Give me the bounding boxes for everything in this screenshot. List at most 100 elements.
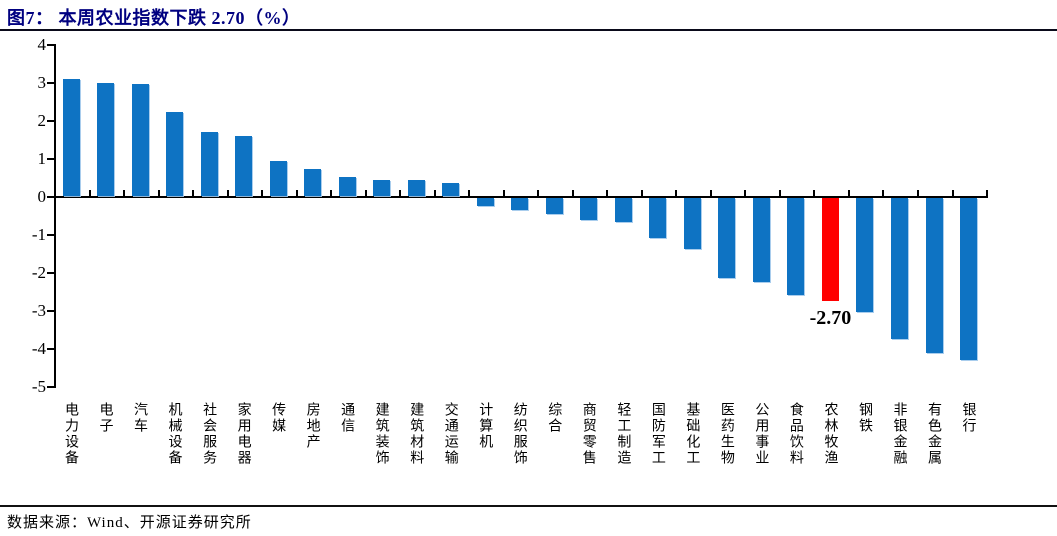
x-axis-tick bbox=[157, 190, 160, 196]
bar bbox=[890, 198, 908, 340]
bar bbox=[235, 135, 253, 196]
x-axis-tick bbox=[882, 190, 885, 196]
y-axis-tick-label: 3 bbox=[37, 73, 47, 92]
y-axis-tick bbox=[47, 196, 54, 198]
bar bbox=[442, 182, 460, 196]
x-axis-tick bbox=[226, 190, 229, 196]
category-label: 家用电器 bbox=[235, 402, 251, 466]
x-axis-tick bbox=[123, 190, 126, 196]
bar bbox=[97, 82, 115, 196]
category-label: 建筑材料 bbox=[408, 402, 424, 466]
category-label: 电子 bbox=[97, 402, 113, 434]
category-label: 国防军工 bbox=[649, 402, 665, 466]
x-axis-tick bbox=[778, 190, 781, 196]
y-axis-tick bbox=[47, 234, 54, 236]
y-axis-tick bbox=[47, 348, 54, 350]
category-label: 纺织服饰 bbox=[511, 402, 527, 466]
y-axis-tick-label: -3 bbox=[31, 301, 46, 320]
bar bbox=[580, 198, 598, 220]
y-axis-tick-label: -1 bbox=[31, 225, 46, 244]
bar bbox=[683, 198, 701, 250]
bar bbox=[62, 78, 80, 196]
y-axis-tick-label: 1 bbox=[37, 149, 47, 168]
x-axis-tick bbox=[640, 190, 643, 196]
bar-chart: 4 3 2 1 0 -1 -2 -3 -4 -5 -2.70 bbox=[32, 36, 989, 395]
x-axis-tick bbox=[813, 190, 816, 196]
bar bbox=[752, 198, 770, 282]
bar bbox=[304, 169, 322, 196]
footer-divider bbox=[0, 505, 1057, 507]
x-axis-tick bbox=[675, 190, 678, 196]
category-label: 汽车 bbox=[132, 402, 148, 434]
y-axis-tick-label: 0 bbox=[37, 187, 47, 206]
y-axis-tick-label: -4 bbox=[31, 339, 46, 358]
category-label: 机械设备 bbox=[166, 402, 182, 466]
bar bbox=[856, 198, 874, 312]
x-axis-tick bbox=[399, 190, 402, 196]
bar bbox=[718, 198, 736, 278]
category-label: 有色金属 bbox=[926, 402, 941, 466]
x-axis-tick bbox=[986, 190, 989, 196]
x-axis-tick bbox=[88, 190, 91, 196]
category-label: 钢铁 bbox=[856, 402, 872, 434]
title-underline bbox=[0, 29, 1057, 31]
y-axis-tick bbox=[47, 386, 54, 388]
bar bbox=[960, 198, 978, 360]
bar bbox=[649, 198, 667, 238]
category-label: 建筑装饰 bbox=[373, 402, 389, 466]
x-axis-tick bbox=[709, 190, 712, 196]
x-axis-tick bbox=[606, 190, 609, 196]
category-label: 农林牧渔 bbox=[822, 402, 838, 466]
category-label: 医药生物 bbox=[718, 402, 734, 466]
bar bbox=[166, 111, 184, 196]
x-axis-tick bbox=[571, 190, 574, 196]
x-axis-tick bbox=[295, 190, 298, 196]
y-axis-tick-label: -2 bbox=[31, 263, 46, 282]
bar bbox=[511, 198, 529, 210]
y-axis-tick bbox=[47, 310, 54, 312]
category-label: 传媒 bbox=[270, 402, 286, 434]
category-label: 银行 bbox=[960, 402, 976, 434]
bar bbox=[614, 198, 632, 222]
bar bbox=[545, 198, 563, 214]
x-axis-tick bbox=[951, 190, 954, 196]
x-axis-tick bbox=[502, 190, 505, 196]
x-axis-tick bbox=[744, 190, 747, 196]
y-axis-tick bbox=[47, 82, 54, 84]
x-axis-tick bbox=[330, 190, 333, 196]
category-label: 交通运输 bbox=[442, 402, 458, 466]
y-axis-line bbox=[54, 44, 56, 388]
y-axis-tick-label: -5 bbox=[31, 377, 46, 396]
category-label: 食品饮料 bbox=[787, 402, 803, 466]
x-axis-tick bbox=[433, 190, 436, 196]
bar bbox=[373, 179, 391, 196]
y-axis-tick-label: 2 bbox=[37, 111, 47, 130]
y-axis-tick bbox=[47, 158, 54, 160]
x-axis-tick bbox=[54, 190, 56, 196]
x-axis-tick bbox=[261, 190, 264, 196]
category-label: 基础化工 bbox=[684, 402, 700, 466]
x-axis-tick bbox=[468, 190, 471, 196]
x-axis-tick bbox=[917, 190, 919, 196]
bar bbox=[787, 198, 805, 295]
bar bbox=[338, 177, 356, 196]
data-source-note: 数据来源：Wind、开源证券研究所 bbox=[7, 515, 252, 531]
bar bbox=[131, 83, 149, 196]
y-axis-tick bbox=[47, 272, 54, 274]
value-annotation: -2.70 bbox=[809, 306, 852, 329]
category-label: 轻工制造 bbox=[615, 402, 631, 466]
x-axis-tick bbox=[192, 190, 195, 196]
category-label: 商贸零售 bbox=[580, 402, 596, 466]
bar bbox=[925, 198, 943, 354]
figure-title: 图7： 本周农业指数下跌 2.70（%） bbox=[7, 8, 301, 28]
category-label: 社会服务 bbox=[201, 402, 217, 466]
x-axis-zero-line bbox=[54, 196, 988, 198]
x-axis-tick bbox=[537, 190, 540, 196]
y-axis-tick bbox=[47, 120, 54, 122]
category-label: 房地产 bbox=[304, 402, 320, 450]
category-label: 非银金融 bbox=[891, 402, 907, 466]
y-axis-tick bbox=[47, 44, 54, 46]
highlighted-bar bbox=[821, 198, 839, 301]
y-axis-tick-label: 4 bbox=[37, 35, 47, 54]
x-axis-tick bbox=[847, 190, 850, 196]
